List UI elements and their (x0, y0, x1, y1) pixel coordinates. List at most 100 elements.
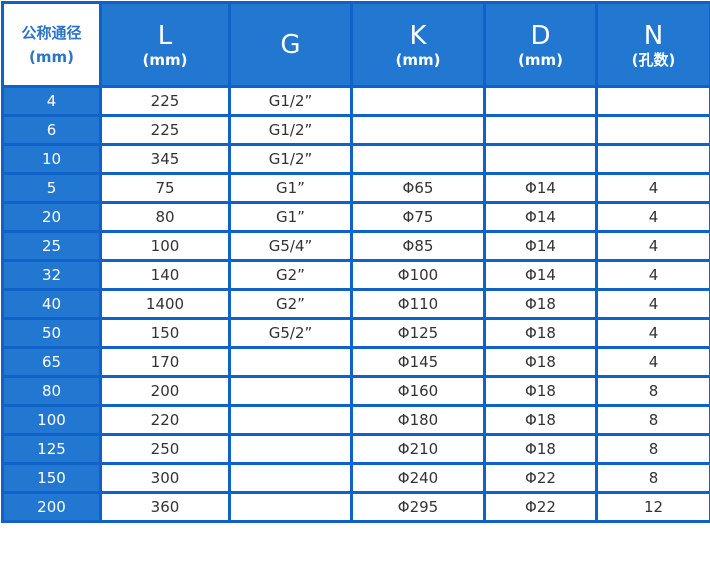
cell-dn: 32 (1, 259, 102, 291)
cell-dn: 20 (1, 201, 102, 233)
cell-d: Φ14 (483, 201, 598, 233)
table-row: 32 140 G2” Φ100 Φ14 4 (1, 259, 710, 291)
cell-d (483, 143, 598, 175)
cell-l: 225 (99, 114, 231, 146)
cell-k: Φ110 (350, 288, 486, 320)
table-row: 100 220 Φ180 Φ18 8 (1, 404, 710, 436)
cell-l: 220 (99, 404, 231, 436)
cell-l: 100 (99, 230, 231, 262)
table-row: 4 225 G1/2” (1, 85, 710, 117)
cell-n: 4 (595, 346, 710, 378)
cell-n: 4 (595, 172, 710, 204)
cell-l: 150 (99, 317, 231, 349)
table-row: 25 100 G5/4” Φ85 Φ14 4 (1, 230, 710, 262)
table-row: 200 360 Φ295 Φ22 12 (1, 491, 710, 523)
cell-k: Φ295 (350, 491, 486, 523)
cell-n: 4 (595, 230, 710, 262)
table-row: 20 80 G1” Φ75 Φ14 4 (1, 201, 710, 233)
cell-l: 140 (99, 259, 231, 291)
cell-dn: 65 (1, 346, 102, 378)
cell-g: G2” (228, 259, 353, 291)
header-title: L (157, 20, 173, 51)
cell-dn: 6 (1, 114, 102, 146)
cell-k: Φ85 (350, 230, 486, 262)
cell-g: G1/2” (228, 85, 353, 117)
header-row: 公称通径 (mm) L (mm) G K (mm) D (mm) N (孔数) (1, 1, 710, 88)
table-row: 150 300 Φ240 Φ22 8 (1, 462, 710, 494)
cell-l: 200 (99, 375, 231, 407)
header-dn-label: 公称通径 (21, 23, 82, 42)
cell-g: G5/2” (228, 317, 353, 349)
cell-dn: 80 (1, 375, 102, 407)
cell-g: G1/2” (228, 114, 353, 146)
header-title: D (530, 20, 551, 51)
cell-l: 225 (99, 85, 231, 117)
cell-d: Φ18 (483, 288, 598, 320)
cell-g (228, 346, 353, 378)
header-title: K (409, 20, 427, 51)
header-unit: (孔数) (631, 50, 676, 69)
header-unit: (mm) (395, 50, 441, 69)
header-unit: (mm) (142, 50, 188, 69)
cell-n (595, 114, 710, 146)
cell-dn: 10 (1, 143, 102, 175)
cell-d: Φ14 (483, 259, 598, 291)
cell-d: Φ22 (483, 462, 598, 494)
cell-d (483, 85, 598, 117)
cell-n (595, 143, 710, 175)
cell-dn: 150 (1, 462, 102, 494)
cell-g (228, 462, 353, 494)
cell-g: G5/4” (228, 230, 353, 262)
cell-k: Φ210 (350, 433, 486, 465)
cell-k: Φ145 (350, 346, 486, 378)
header-unit: (mm) (518, 50, 563, 69)
cell-n: 8 (595, 375, 710, 407)
cell-g: G1” (228, 172, 353, 204)
table-row: 125 250 Φ210 Φ18 8 (1, 433, 710, 465)
cell-n: 4 (595, 288, 710, 320)
cell-l: 360 (99, 491, 231, 523)
cell-dn: 50 (1, 317, 102, 349)
cell-d: Φ18 (483, 317, 598, 349)
cell-d (483, 114, 598, 146)
cell-l: 345 (99, 143, 231, 175)
header-n: N (孔数) (595, 1, 710, 88)
cell-g: G2” (228, 288, 353, 320)
cell-d: Φ18 (483, 433, 598, 465)
cell-k (350, 85, 486, 117)
cell-l: 170 (99, 346, 231, 378)
spec-table: 公称通径 (mm) L (mm) G K (mm) D (mm) N (孔数) 4 225… (1, 1, 710, 523)
cell-g (228, 404, 353, 436)
cell-dn: 25 (1, 230, 102, 262)
header-k: K (mm) (350, 1, 486, 88)
cell-n: 4 (595, 317, 710, 349)
table-row: 40 1400 G2” Φ110 Φ18 4 (1, 288, 710, 320)
cell-k: Φ65 (350, 172, 486, 204)
cell-k: Φ100 (350, 259, 486, 291)
cell-k (350, 143, 486, 175)
cell-d: Φ18 (483, 375, 598, 407)
cell-k: Φ125 (350, 317, 486, 349)
header-d: D (mm) (483, 1, 598, 88)
cell-k: Φ240 (350, 462, 486, 494)
cell-g: G1/2” (228, 143, 353, 175)
cell-k: Φ75 (350, 201, 486, 233)
cell-k: Φ160 (350, 375, 486, 407)
cell-dn: 125 (1, 433, 102, 465)
header-title: N (643, 20, 664, 51)
cell-g (228, 491, 353, 523)
cell-n: 4 (595, 201, 710, 233)
header-dn: 公称通径 (mm) (1, 1, 102, 88)
cell-n (595, 85, 710, 117)
cell-dn: 100 (1, 404, 102, 436)
cell-dn: 4 (1, 85, 102, 117)
table-row: 10 345 G1/2” (1, 143, 710, 175)
cell-n: 8 (595, 462, 710, 494)
cell-g (228, 375, 353, 407)
header-l: L (mm) (99, 1, 231, 88)
cell-l: 300 (99, 462, 231, 494)
header-title: G (280, 29, 301, 60)
header-dn-unit: (mm) (29, 47, 74, 66)
table-row: 6 225 G1/2” (1, 114, 710, 146)
cell-g (228, 433, 353, 465)
